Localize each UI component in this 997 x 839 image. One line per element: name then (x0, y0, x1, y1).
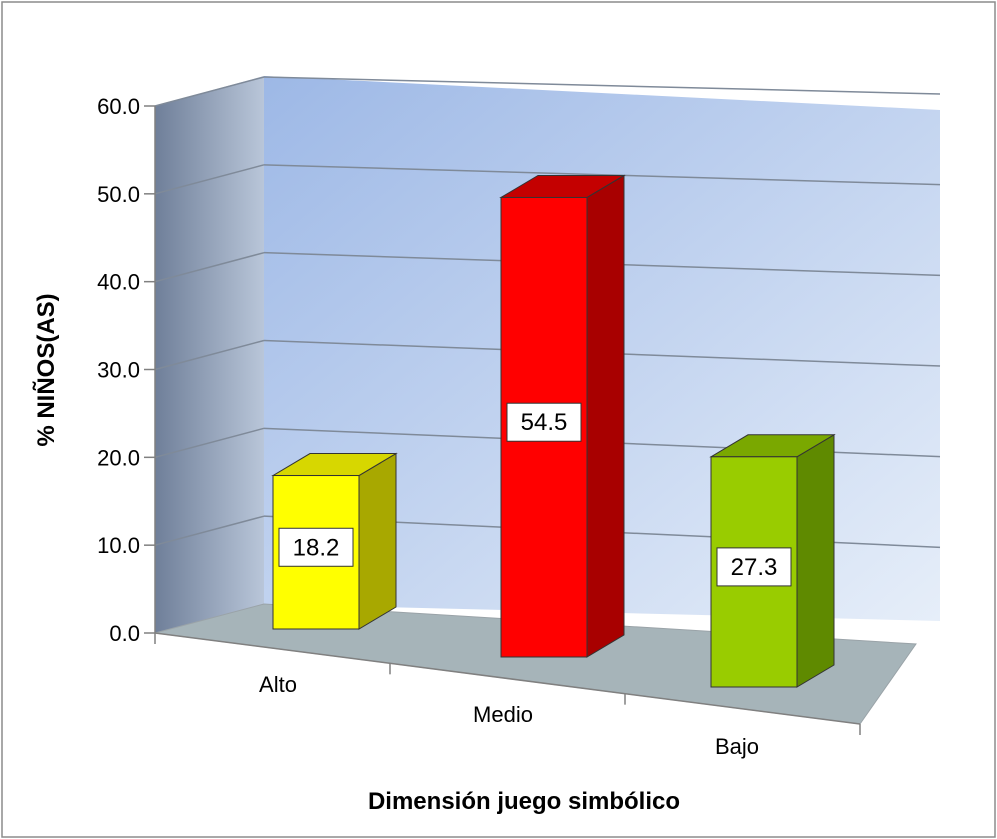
data-label: 54.5 (521, 409, 568, 436)
y-axis-title: % NIÑOS(AS) (32, 293, 60, 446)
y-tick-label: 60.0 (97, 94, 140, 119)
y-tick-label: 20.0 (97, 445, 140, 470)
x-tick-label: Bajo (715, 734, 759, 759)
bars: 18.2 54.5 27.3 (271, 174, 836, 688)
y-axis: 0.0 10.0 20.0 30.0 40.0 50.0 60.0 (97, 94, 156, 646)
y-tick-label: 40.0 (97, 270, 140, 295)
gridline-back (263, 76, 941, 95)
data-label-box (506, 402, 582, 442)
y-tick-label: 10.0 (97, 533, 140, 558)
gridline-side (154, 427, 265, 459)
y-tick-label: 50.0 (97, 182, 140, 207)
gridline-side (154, 339, 265, 371)
x-axis-line (154, 632, 861, 725)
gridline-side (154, 515, 265, 546)
bar-side (586, 174, 625, 658)
data-label-box (716, 547, 792, 587)
data-label: 18.2 (293, 534, 340, 561)
x-tick-label: Medio (473, 702, 533, 727)
x-tick-label: Alto (259, 672, 297, 697)
x-axis-title: Dimensión juego simbólico (368, 788, 680, 815)
y-tick-label: 30.0 (97, 358, 140, 383)
gridline-side (154, 251, 265, 283)
gridline-side (154, 164, 265, 195)
data-label: 27.3 (731, 554, 778, 581)
x-axis: Alto Medio Bajo (154, 632, 861, 759)
bar-side (358, 452, 397, 630)
data-label-box (278, 527, 354, 567)
gridline-side (154, 76, 265, 107)
bar-side (796, 433, 835, 688)
gridline-back (263, 164, 941, 186)
y-tick-label: 0.0 (109, 621, 140, 646)
